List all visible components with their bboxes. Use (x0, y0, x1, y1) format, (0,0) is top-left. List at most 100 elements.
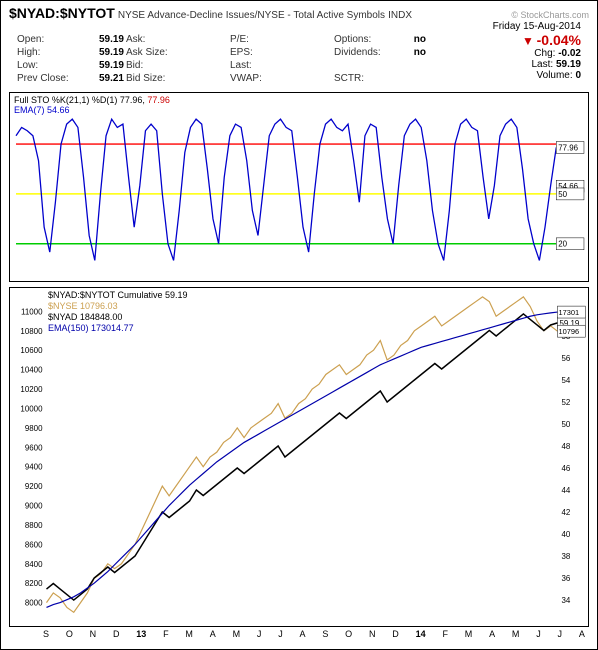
svg-text:10400: 10400 (20, 366, 43, 375)
vol-value: 0 (575, 70, 581, 81)
svg-text:8800: 8800 (25, 521, 43, 530)
svg-text:42: 42 (561, 508, 570, 517)
prev-label: Prev Close: (17, 73, 77, 84)
asksize-value (183, 47, 228, 58)
sto-legend-ema: EMA(7) 54.66 (14, 105, 70, 115)
svg-text:17301: 17301 (558, 308, 579, 317)
svg-text:48: 48 (561, 442, 570, 451)
last-label: Last: (532, 59, 554, 70)
last2-label: Last: (230, 60, 290, 71)
options-value: no (386, 34, 426, 45)
svg-text:9000: 9000 (25, 502, 43, 511)
svg-text:40: 40 (561, 530, 570, 539)
svg-text:50: 50 (561, 420, 570, 429)
main-chart: 8000 8200 8400 8600 8800 9000 9200 9400 9600 9800… (10, 288, 588, 626)
svg-text:20: 20 (558, 240, 567, 249)
stochastic-panel: Full STO %K(21,1) %D(1) 77.96, 77.96 EMA… (9, 92, 589, 282)
main-legend-nyad: $NYAD 184848.00 (48, 312, 188, 323)
svg-text:8000: 8000 (25, 599, 43, 608)
xaxis-label: M (512, 629, 520, 639)
svg-text:54: 54 (561, 376, 570, 385)
xaxis-label: J (278, 629, 283, 639)
svg-text:9600: 9600 (25, 443, 43, 452)
symbol: $NYAD:$NYTOT (9, 5, 115, 21)
x-axis: SOND13FMAMJJASOND14FMAMJJA (1, 629, 597, 643)
index-tag: INDX (388, 10, 412, 21)
svg-text:9400: 9400 (25, 463, 43, 472)
xaxis-label: A (210, 629, 216, 639)
svg-text:8400: 8400 (25, 560, 43, 569)
div-label: Dividends: (334, 47, 384, 58)
xaxis-label: A (489, 629, 495, 639)
xaxis-label: D (113, 629, 120, 639)
svg-text:46: 46 (561, 464, 570, 473)
xaxis-label: 14 (416, 629, 426, 639)
xaxis-label: A (300, 629, 306, 639)
svg-text:38: 38 (561, 552, 570, 561)
svg-text:52: 52 (561, 398, 570, 407)
date: Friday 15-Aug-2014 (9, 21, 589, 32)
xaxis-label: 13 (136, 629, 146, 639)
svg-text:10796: 10796 (558, 327, 579, 336)
main-legend-nyse-val: 10796.03 (80, 301, 118, 311)
svg-text:9200: 9200 (25, 482, 43, 491)
high-value: 59.19 (79, 47, 124, 58)
sto-legend-d: 77.96 (147, 95, 170, 105)
high-label: High: (17, 47, 77, 58)
pct-change: -0.04% (537, 32, 581, 48)
main-legend-ema-val: 173014.77 (91, 323, 134, 333)
svg-text:8200: 8200 (25, 579, 43, 588)
svg-text:11000: 11000 (21, 307, 43, 316)
sctr-label: SCTR: (334, 73, 384, 84)
xaxis-label: J (536, 629, 541, 639)
svg-text:77.96: 77.96 (558, 143, 578, 152)
svg-text:44: 44 (561, 486, 570, 495)
xaxis-label: D (392, 629, 399, 639)
eps-value (292, 47, 332, 58)
xaxis-label: J (257, 629, 262, 639)
xaxis-label: M (185, 629, 193, 639)
main-legend-nyse-lbl: $NYSE (48, 301, 78, 311)
svg-text:9800: 9800 (25, 424, 43, 433)
bid-label: Bid: (126, 60, 181, 71)
last2-value (292, 60, 332, 71)
main-legend-ema-lbl: EMA(150) (48, 323, 89, 333)
ask-label: Ask: (126, 34, 181, 45)
options-label: Options: (334, 34, 384, 45)
vol-label: Volume: (537, 70, 573, 81)
bid-value (183, 60, 228, 71)
svg-text:10000: 10000 (20, 404, 43, 413)
sto-legend-full: Full STO %K(21,1) %D(1) 77.96, (14, 95, 145, 105)
low-value: 59.19 (79, 60, 124, 71)
eps-label: EPS: (230, 47, 290, 58)
svg-text:8600: 8600 (25, 540, 43, 549)
xaxis-label: F (442, 629, 448, 639)
xaxis-label: N (369, 629, 376, 639)
vwap-label: VWAP: (230, 73, 290, 84)
watermark: © StockCharts.com (511, 10, 589, 20)
xaxis-label: M (465, 629, 473, 639)
pe-label: P/E: (230, 34, 290, 45)
svg-text:50: 50 (558, 190, 567, 199)
vwap-value (292, 73, 332, 84)
xaxis-label: S (43, 629, 49, 639)
xaxis-label: J (558, 629, 563, 639)
asksize-label: Ask Size: (126, 47, 181, 58)
ask-value (183, 34, 228, 45)
svg-text:10800: 10800 (20, 327, 43, 336)
xaxis-label: N (90, 629, 97, 639)
svg-text:10200: 10200 (20, 385, 43, 394)
last-value: 59.19 (556, 59, 581, 70)
svg-text:36: 36 (561, 574, 570, 583)
xaxis-label: O (66, 629, 73, 639)
chart-container: $NYAD:$NYTOT NYSE Advance-Decline Issues… (0, 0, 598, 650)
xaxis-label: F (163, 629, 169, 639)
header: $NYAD:$NYTOT NYSE Advance-Decline Issues… (1, 1, 597, 90)
main-legend-cumulative: $NYAD:$NYTOT Cumulative 59.19 (48, 290, 188, 301)
description: NYSE Advance-Decline Issues/NYSE - Total… (118, 10, 385, 21)
bidsize-value (183, 73, 228, 84)
chg-value: -0.02 (558, 48, 581, 59)
pe-value (292, 34, 332, 45)
xaxis-label: S (322, 629, 328, 639)
bidsize-label: Bid Size: (126, 73, 181, 84)
